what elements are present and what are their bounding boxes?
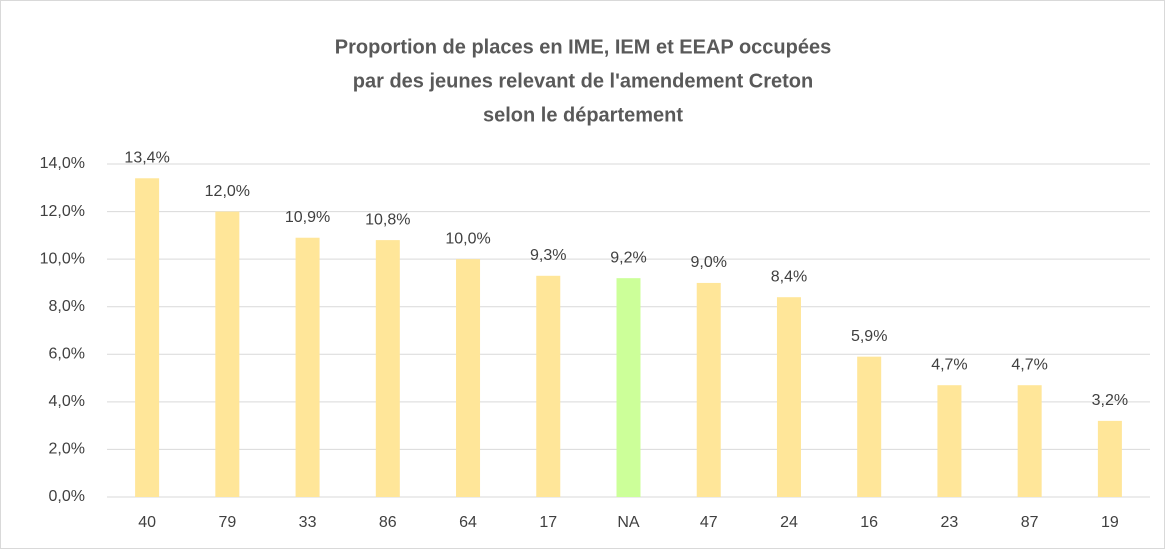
chart-title: par des jeunes relevant de l'amendement … [353,70,813,92]
bar [1017,385,1042,497]
bar [215,211,240,498]
x-tick-label: 24 [780,514,798,531]
y-tick-label: 14,0% [40,155,85,172]
value-label: 9,2% [610,249,646,266]
y-tick-label: 2,0% [49,441,85,458]
x-tick-label: 64 [459,514,477,531]
value-label: 8,4% [771,268,807,285]
x-tick-label: 79 [218,514,236,531]
x-tick-label: 87 [1021,514,1039,531]
y-tick-label: 10,0% [40,250,85,267]
chart-title: Proportion de places en IME, IEM et EEAP… [335,36,831,58]
value-label: 12,0% [205,183,250,200]
value-label: 10,9% [285,209,330,226]
bar [696,282,721,497]
bar [456,259,481,497]
bar [536,275,561,497]
bar [616,278,641,497]
y-tick-label: 6,0% [49,346,85,363]
x-tick-label: 19 [1101,514,1119,531]
bar [135,178,160,497]
x-tick-label: 40 [138,514,156,531]
x-tick-label: 86 [379,514,397,531]
x-tick-label: NA [617,514,640,531]
bar [776,297,801,497]
y-tick-label: 0,0% [49,488,85,505]
x-tick-label: 47 [700,514,718,531]
chart-title: selon le département [483,104,683,126]
y-tick-label: 12,0% [40,203,85,220]
bar [375,240,400,497]
value-label: 4,7% [931,356,967,373]
value-label: 9,0% [690,254,726,271]
y-tick-label: 8,0% [49,298,85,315]
bar [857,356,882,497]
bar [937,385,962,497]
bar [1097,420,1122,497]
x-tick-label: 17 [539,514,557,531]
value-label: 10,8% [365,211,410,228]
x-tick-label: 23 [941,514,959,531]
bar [295,237,320,497]
x-tick-label: 16 [860,514,878,531]
value-label: 3,2% [1092,392,1128,409]
y-tick-label: 4,0% [49,393,85,410]
value-label: 13,4% [124,149,169,166]
x-tick-label: 33 [299,514,317,531]
value-label: 4,7% [1011,356,1047,373]
value-label: 10,0% [445,230,490,247]
value-label: 5,9% [851,328,887,345]
value-label: 9,3% [530,247,566,264]
